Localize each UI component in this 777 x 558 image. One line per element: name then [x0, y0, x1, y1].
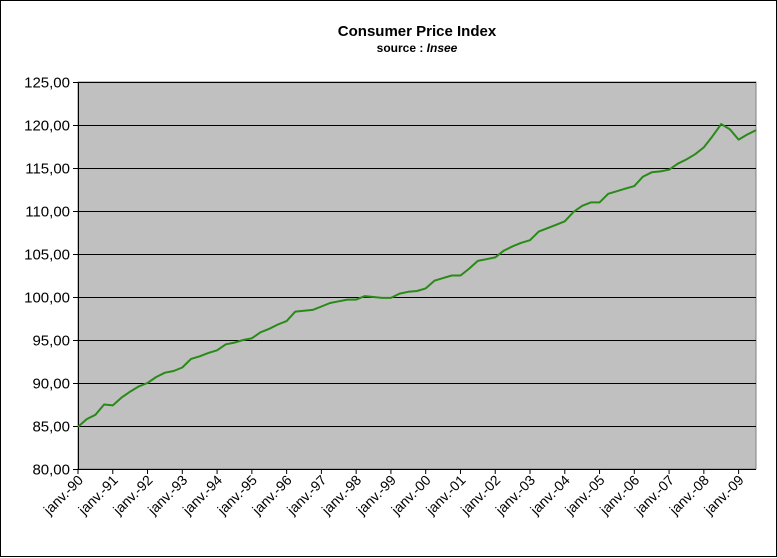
y-tick-label: 85,00	[32, 419, 70, 436]
subtitle-prefix: source :	[377, 41, 427, 55]
gridlines	[78, 82, 756, 470]
subtitle-source: Insee	[427, 41, 458, 55]
y-tick-label: 125,00	[24, 75, 70, 92]
y-tick-label: 105,00	[24, 247, 70, 264]
plot-area	[77, 81, 757, 470]
y-tick-label: 115,00	[25, 161, 70, 178]
y-tick-label: 100,00	[24, 290, 70, 307]
y-axis: 80,00 85,00 90,00 95,00 100,00 105,00 110,00 11…	[24, 75, 79, 479]
chart-subtitle: source : Insee	[377, 41, 458, 55]
y-tick-label: 110,00	[25, 204, 70, 221]
y-tick-label: 95,00	[32, 333, 70, 350]
cpi-series-line	[77, 123, 757, 428]
y-tick-label: 90,00	[32, 376, 70, 393]
series-layer	[77, 123, 757, 428]
chart-title: Consumer Price Index	[338, 23, 497, 40]
y-tick-label: 120,00	[24, 118, 70, 135]
y-tick-label: 80,00	[32, 462, 70, 479]
x-axis: janv.-90janv.-91janv.-92janv.-93janv.-94…	[40, 469, 756, 518]
